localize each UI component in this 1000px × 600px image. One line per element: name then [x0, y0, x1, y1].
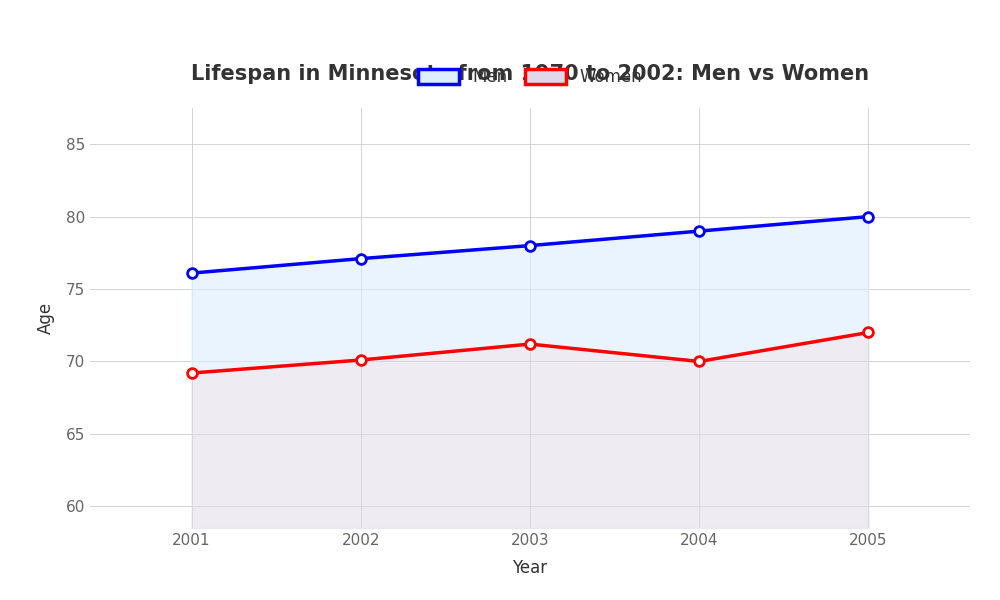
X-axis label: Year: Year: [512, 559, 548, 577]
Title: Lifespan in Minnesota from 1970 to 2002: Men vs Women: Lifespan in Minnesota from 1970 to 2002:…: [191, 64, 869, 84]
Y-axis label: Age: Age: [37, 302, 55, 334]
Legend: Men, Women: Men, Women: [411, 62, 649, 93]
